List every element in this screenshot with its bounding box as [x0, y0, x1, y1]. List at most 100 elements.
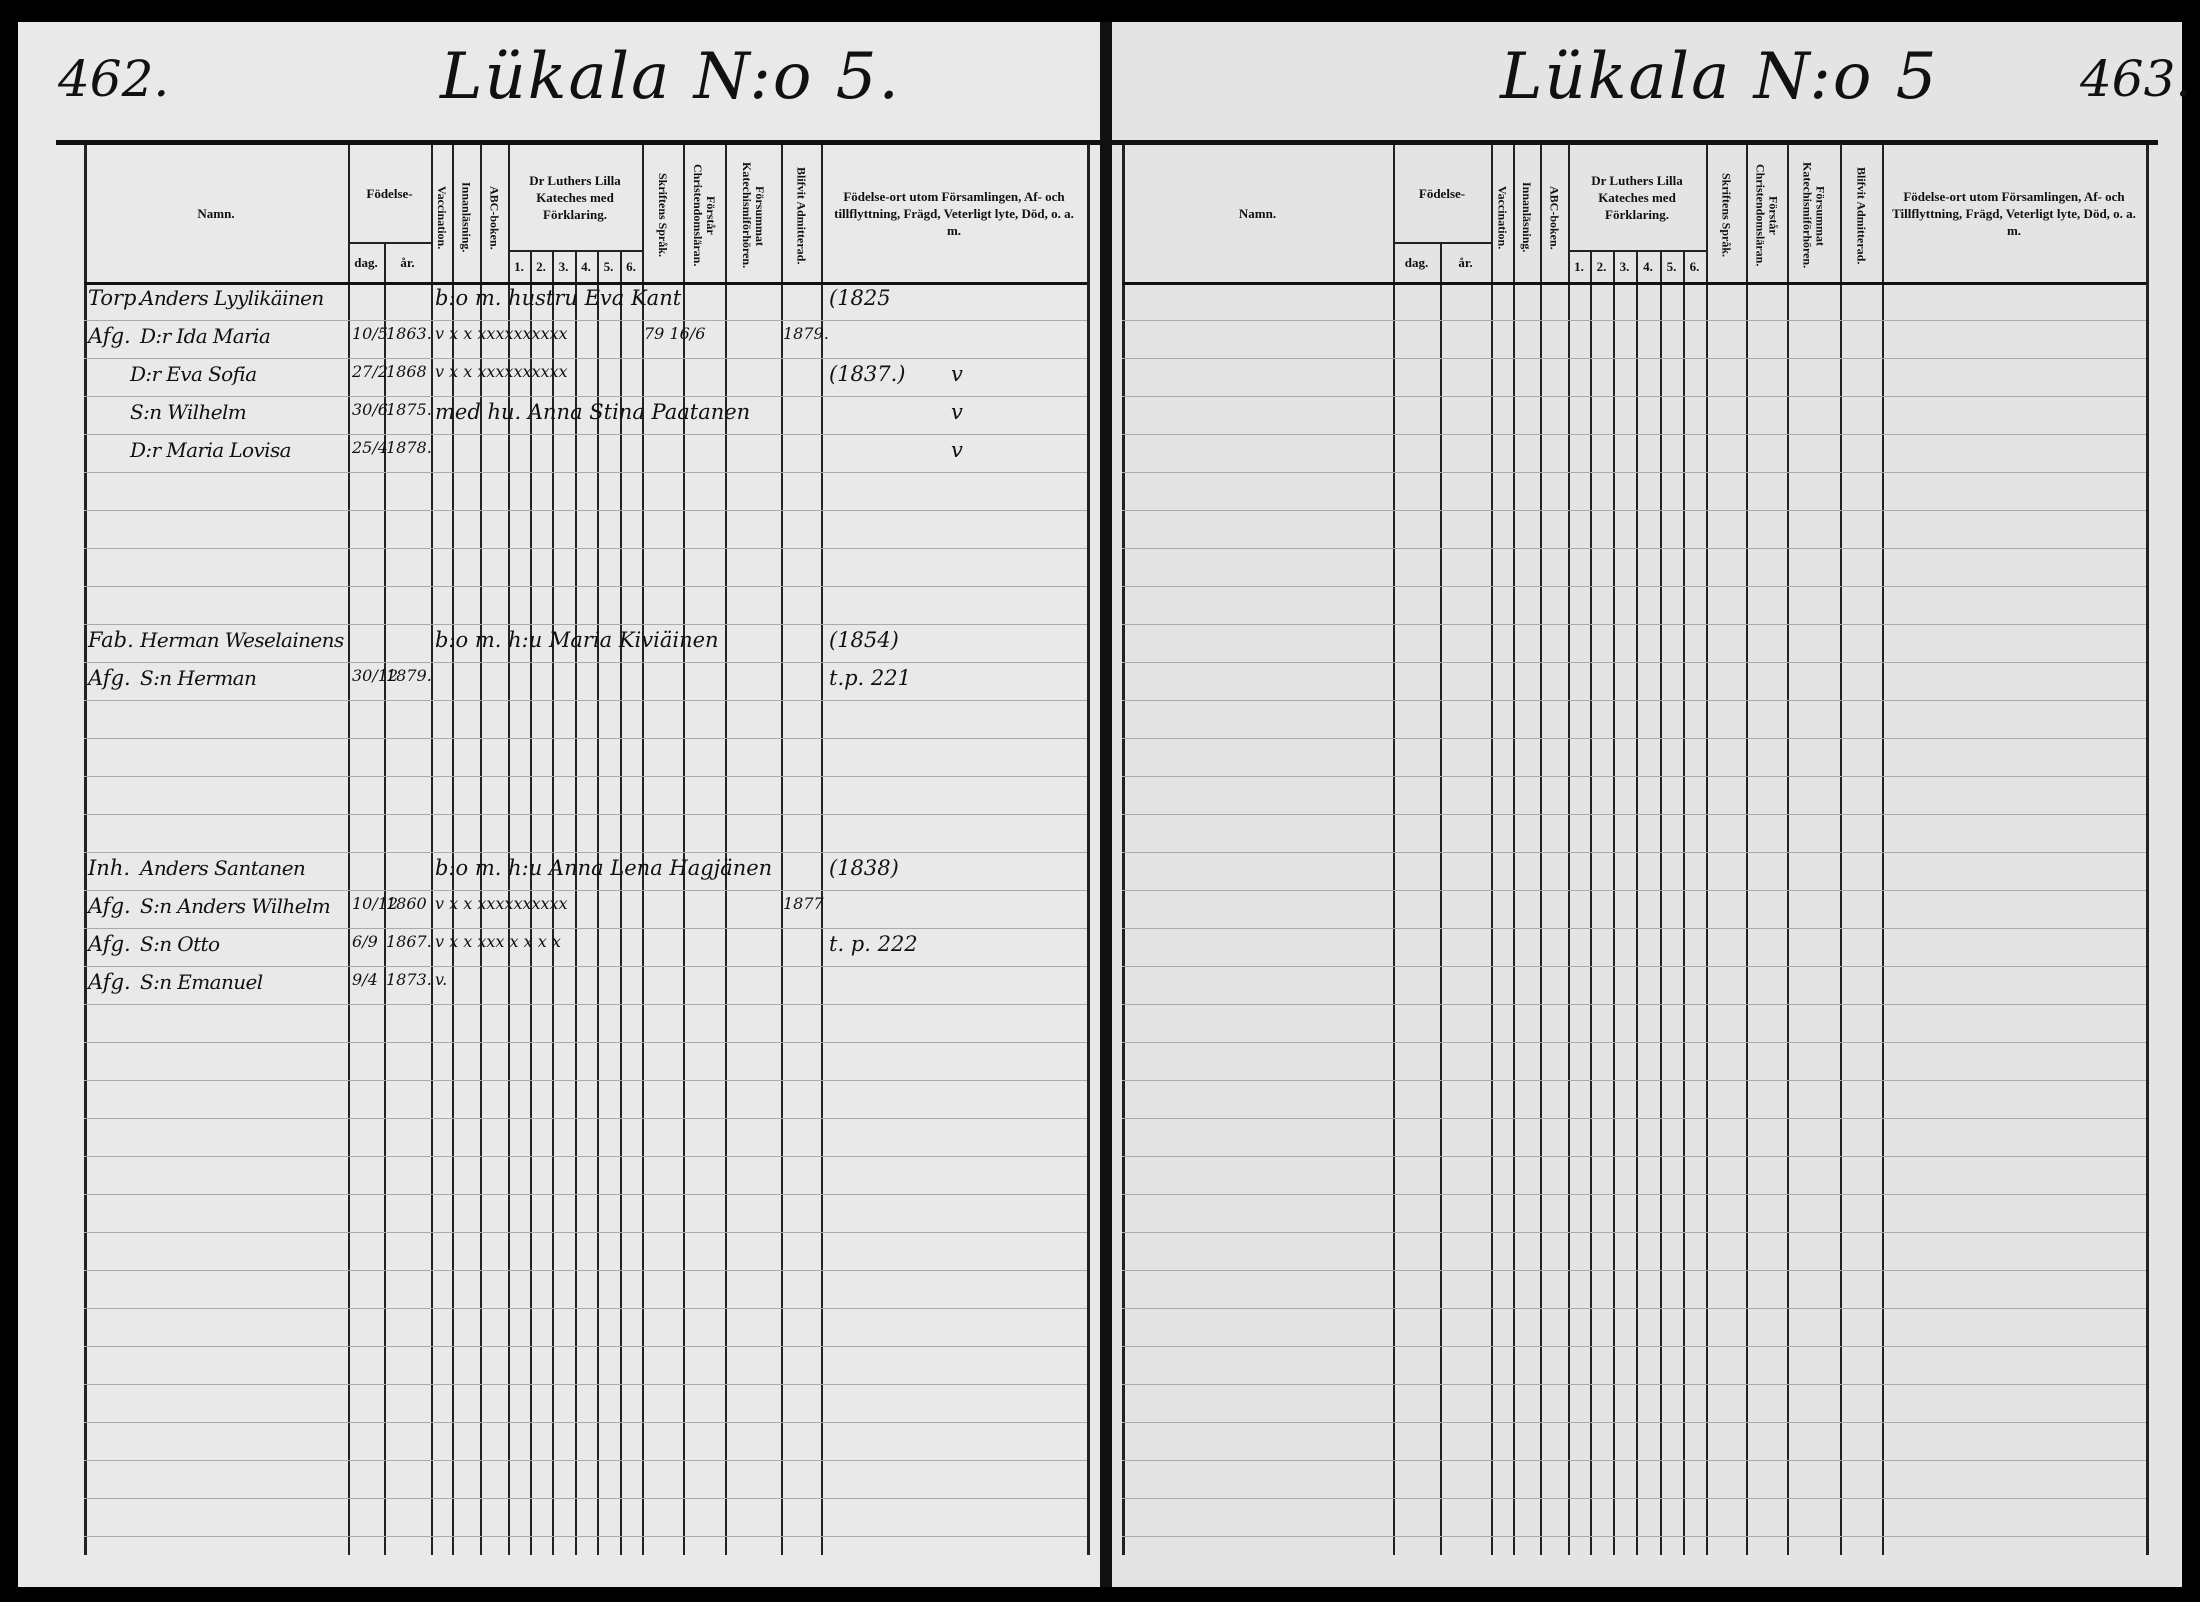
header-skrift: Skriftens Språk. [1719, 173, 1734, 258]
ruled-line [84, 1080, 1087, 1081]
ruled-line [84, 1270, 1087, 1271]
ruled-line [84, 1422, 1087, 1423]
column-rule [620, 250, 622, 1555]
entry-dag: 10/12 [352, 894, 399, 913]
ruled-line [84, 320, 1087, 321]
header-k1: 1. [1574, 258, 1584, 274]
header-k1: 1. [514, 258, 524, 274]
column-rule [480, 145, 482, 1555]
ruled-line [1122, 624, 2146, 625]
column-rule [781, 145, 783, 1555]
entry-marks: v x x xxx x x x x [435, 932, 561, 951]
entry-name: S:n Emanuel [140, 970, 263, 994]
entry-dag: 30/6. [352, 400, 394, 419]
ruled-line [1122, 1080, 2146, 1081]
ruled-line [84, 1536, 1087, 1537]
header-katekes: Dr Luthers Lilla Kateches med Förklaring… [1591, 173, 1683, 222]
entry-title: Afg. [88, 324, 131, 348]
ruled-line [84, 472, 1087, 473]
ruled-line [1122, 928, 2146, 929]
entry-title: Afg. [88, 970, 131, 994]
ruled-line [84, 1346, 1087, 1347]
ruled-line [1122, 548, 2146, 549]
entry-name: D:r Maria Lovisa [130, 438, 292, 462]
ruled-line [1122, 852, 2146, 853]
entry-name: D:r Eva Sofia [130, 362, 257, 386]
heading-left: Lükala N:o 5. [440, 40, 901, 114]
entry-title: Afg. [88, 666, 131, 690]
header-vaccination: Vaccination. [1495, 185, 1510, 250]
entry-dag: 25/4 [352, 438, 388, 457]
header-forsummat: Försummat Katechismiförhören. [740, 162, 767, 269]
entry-name: Anders Santanen [140, 856, 306, 880]
header-forsummat: Försummat Katechismiförhören. [1800, 162, 1828, 269]
entry-ar: 1868 [386, 362, 427, 381]
entry-note: v [951, 362, 963, 386]
ruled-line [84, 738, 1087, 739]
entry-extra: med hu. Anna Stina Paatanen [435, 400, 751, 424]
entry-marks: v x x xxxxxxxxxx [435, 324, 568, 343]
header-k3: 3. [1619, 258, 1630, 274]
ruled-line [1122, 776, 2146, 777]
ruled-line [84, 1384, 1087, 1385]
column-rule [1122, 145, 1125, 1555]
ruled-line [84, 662, 1087, 663]
page-number-right: 463. [2080, 50, 2192, 108]
ruled-line [84, 890, 1087, 891]
entry-title: Fab. [88, 628, 134, 652]
entry-skrift: 79 16/6 [644, 324, 706, 343]
header-dag: dag. [1404, 254, 1429, 270]
column-rule [725, 145, 727, 1555]
column-rule [452, 145, 454, 1555]
ruled-line [1122, 320, 2146, 321]
header-forstar: Förstår Christendomsläran. [691, 164, 718, 267]
ruled-line [1122, 1422, 2146, 1423]
entry-name: S:n Anders Wilhelm [140, 894, 331, 918]
ruled-line [84, 1042, 1087, 1043]
entry-ort: (1854) [829, 628, 899, 652]
ruled-line [1122, 1346, 2146, 1347]
entry-dag: 10/5 [352, 324, 388, 343]
ruled-line [84, 1460, 1087, 1461]
entry-note: v [951, 438, 963, 462]
column-rule [821, 145, 823, 1555]
entry-marks: v x x xxxxxxxxxx [435, 894, 568, 913]
header-innanlasning: Innanläsning. [1520, 182, 1534, 253]
column-rule [1882, 145, 1884, 1555]
header-blifvit: Blifvit Admitterad. [794, 166, 809, 265]
entry-marks: v x x xxxxxxxxxx [435, 362, 568, 381]
ruled-line [1122, 1460, 2146, 1461]
ruled-line [1122, 1384, 2146, 1385]
entry-ar: 1879. [386, 666, 432, 685]
header-skrift: Skriftens Språk. [656, 173, 670, 258]
header-bottom-rule [1122, 282, 2146, 285]
header-k2: 2. [536, 258, 546, 274]
header-ar: år. [1458, 254, 1473, 270]
header-innanlasning: Innanläsning. [459, 182, 474, 253]
column-rule [1393, 145, 1395, 1555]
entry-ort: (1825 [829, 286, 891, 310]
ruled-line [84, 358, 1087, 359]
ruled-line [1122, 1270, 2146, 1271]
column-rule [552, 250, 554, 1555]
header-k6: 6. [626, 258, 636, 274]
header-subrule [1393, 242, 1491, 244]
ruled-line [1122, 586, 2146, 587]
entry-ar: 1867. [386, 932, 432, 951]
entry-title: Torp. [88, 286, 144, 310]
ruled-line [1122, 1042, 2146, 1043]
ruled-line [84, 1194, 1087, 1195]
header-ort: Födelse-ort utom Församlingen, Af- och T… [1892, 189, 2136, 238]
column-rule [1087, 145, 1090, 1555]
ruled-line [84, 548, 1087, 549]
header-ort: Födelse-ort utom Församlingen, Af- och t… [834, 189, 1074, 238]
header-namn: Namn. [197, 206, 235, 221]
entry-blifvit: 1877 [783, 894, 824, 913]
header-ar: år. [400, 254, 415, 270]
entry-title: Inh. [88, 856, 131, 880]
ruled-line [84, 396, 1087, 397]
header-k6: 6. [1689, 258, 1700, 274]
column-rule [642, 145, 644, 1555]
ruled-line [1122, 738, 2146, 739]
header-forstar: Förstår Christendomsläran. [1753, 164, 1781, 267]
